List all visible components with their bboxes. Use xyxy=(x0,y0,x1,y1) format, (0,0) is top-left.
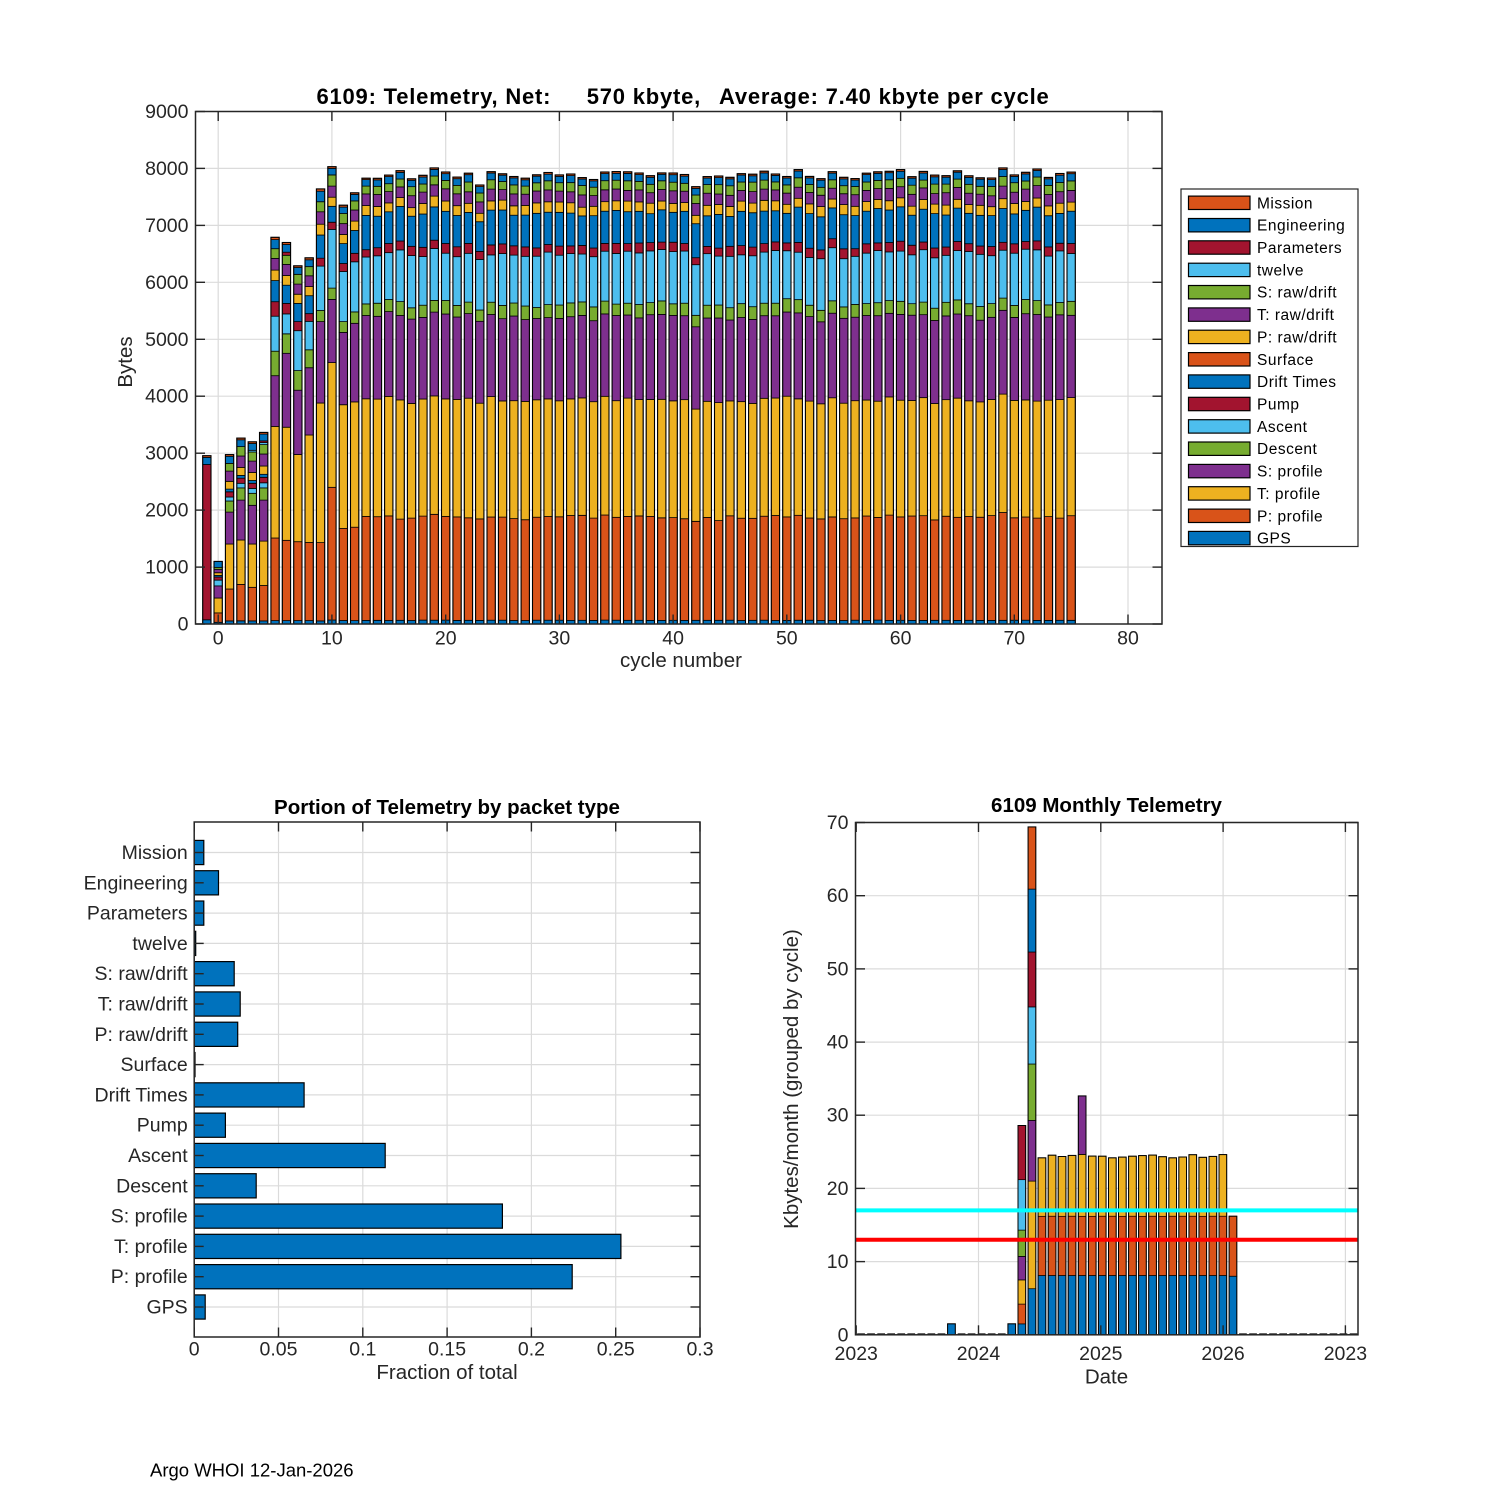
svg-text:Date: Date xyxy=(1085,1366,1128,1389)
svg-text:S: profile: S: profile xyxy=(111,1206,188,1228)
svg-text:40: 40 xyxy=(827,1032,849,1054)
svg-text:4000: 4000 xyxy=(145,386,189,408)
svg-text:GPS: GPS xyxy=(1257,531,1291,548)
svg-text:Descent: Descent xyxy=(116,1175,188,1197)
svg-text:Drift Times: Drift Times xyxy=(95,1084,188,1106)
svg-text:Fraction of total: Fraction of total xyxy=(376,1361,517,1384)
svg-text:Ascent: Ascent xyxy=(128,1145,188,1167)
svg-text:6109: Telemetry, Net: 570 kb: 6109: Telemetry, Net: 570 kbyte, Average… xyxy=(316,84,1049,109)
svg-text:Parameters: Parameters xyxy=(87,903,188,925)
svg-text:Surface: Surface xyxy=(120,1054,187,1076)
svg-text:5000: 5000 xyxy=(145,329,189,351)
svg-text:0: 0 xyxy=(189,1339,200,1361)
svg-text:Parameters: Parameters xyxy=(1257,240,1342,257)
svg-text:2026: 2026 xyxy=(1201,1343,1244,1365)
svg-text:0: 0 xyxy=(178,614,189,636)
svg-text:2025: 2025 xyxy=(1079,1343,1123,1365)
svg-text:S: profile: S: profile xyxy=(1257,464,1323,481)
svg-text:2000: 2000 xyxy=(145,500,189,522)
svg-text:9000: 9000 xyxy=(145,101,189,123)
svg-text:40: 40 xyxy=(662,628,684,650)
svg-text:Pump: Pump xyxy=(1257,397,1300,414)
svg-text:20: 20 xyxy=(435,628,457,650)
svg-text:T: profile: T: profile xyxy=(114,1236,188,1258)
svg-text:10: 10 xyxy=(321,628,343,650)
svg-text:P: profile: P: profile xyxy=(111,1266,188,1288)
svg-text:0: 0 xyxy=(213,628,224,650)
svg-text:0.15: 0.15 xyxy=(428,1339,466,1361)
svg-text:Argo WHOI 12-Jan-2026: Argo WHOI 12-Jan-2026 xyxy=(150,1460,354,1481)
svg-text:2023: 2023 xyxy=(835,1343,878,1365)
svg-text:0.1: 0.1 xyxy=(349,1339,376,1361)
svg-text:80: 80 xyxy=(1117,628,1139,650)
svg-text:Engineering: Engineering xyxy=(84,872,188,894)
svg-text:twelve: twelve xyxy=(1257,262,1304,279)
svg-text:60: 60 xyxy=(890,628,912,650)
svg-text:30: 30 xyxy=(549,628,571,650)
svg-text:Mission: Mission xyxy=(122,842,188,864)
svg-text:7000: 7000 xyxy=(145,215,189,237)
svg-text:0: 0 xyxy=(838,1324,849,1346)
svg-text:S: raw/drift: S: raw/drift xyxy=(95,963,189,985)
svg-text:20: 20 xyxy=(827,1178,849,1200)
svg-text:60: 60 xyxy=(827,885,849,907)
svg-text:S: raw/drift: S: raw/drift xyxy=(1257,285,1337,302)
svg-text:2024: 2024 xyxy=(957,1343,1001,1365)
svg-text:50: 50 xyxy=(827,958,849,980)
svg-text:70: 70 xyxy=(1003,628,1025,650)
svg-text:Pump: Pump xyxy=(137,1115,188,1137)
svg-text:6109 Monthly Telemetry: 6109 Monthly Telemetry xyxy=(991,794,1222,817)
svg-text:T: raw/drift: T: raw/drift xyxy=(1257,307,1335,324)
svg-text:T: raw/drift: T: raw/drift xyxy=(98,994,189,1016)
svg-text:Portion of Telemetry by packet: Portion of Telemetry by packet type xyxy=(274,796,620,819)
svg-text:P: profile: P: profile xyxy=(1257,508,1323,525)
svg-text:twelve: twelve xyxy=(132,933,187,955)
svg-text:3000: 3000 xyxy=(145,443,189,465)
svg-text:P: raw/drift: P: raw/drift xyxy=(95,1024,189,1046)
svg-text:Ascent: Ascent xyxy=(1257,419,1308,436)
svg-text:50: 50 xyxy=(776,628,798,650)
svg-text:cycle number: cycle number xyxy=(620,649,742,672)
svg-text:8000: 8000 xyxy=(145,158,189,180)
svg-text:Bytes: Bytes xyxy=(114,336,137,387)
svg-text:Engineering: Engineering xyxy=(1257,218,1345,235)
svg-text:Mission: Mission xyxy=(1257,195,1313,212)
svg-text:GPS: GPS xyxy=(147,1297,188,1319)
svg-text:0.25: 0.25 xyxy=(597,1339,635,1361)
svg-text:70: 70 xyxy=(827,812,849,834)
svg-text:Kbytes/month (grouped by cycle: Kbytes/month (grouped by cycle) xyxy=(780,929,803,1229)
svg-text:0.05: 0.05 xyxy=(260,1339,298,1361)
svg-text:Descent: Descent xyxy=(1257,441,1318,458)
svg-text:P: raw/drift: P: raw/drift xyxy=(1257,329,1337,346)
svg-text:Drift Times: Drift Times xyxy=(1257,374,1337,391)
svg-text:0.3: 0.3 xyxy=(686,1339,713,1361)
svg-text:2023: 2023 xyxy=(1324,1343,1367,1365)
svg-text:10: 10 xyxy=(827,1251,849,1273)
svg-text:0.2: 0.2 xyxy=(518,1339,545,1361)
svg-text:T: profile: T: profile xyxy=(1257,486,1321,503)
svg-text:1000: 1000 xyxy=(145,557,189,579)
svg-text:30: 30 xyxy=(827,1105,849,1127)
svg-text:Surface: Surface xyxy=(1257,352,1314,369)
svg-text:6000: 6000 xyxy=(145,272,189,294)
